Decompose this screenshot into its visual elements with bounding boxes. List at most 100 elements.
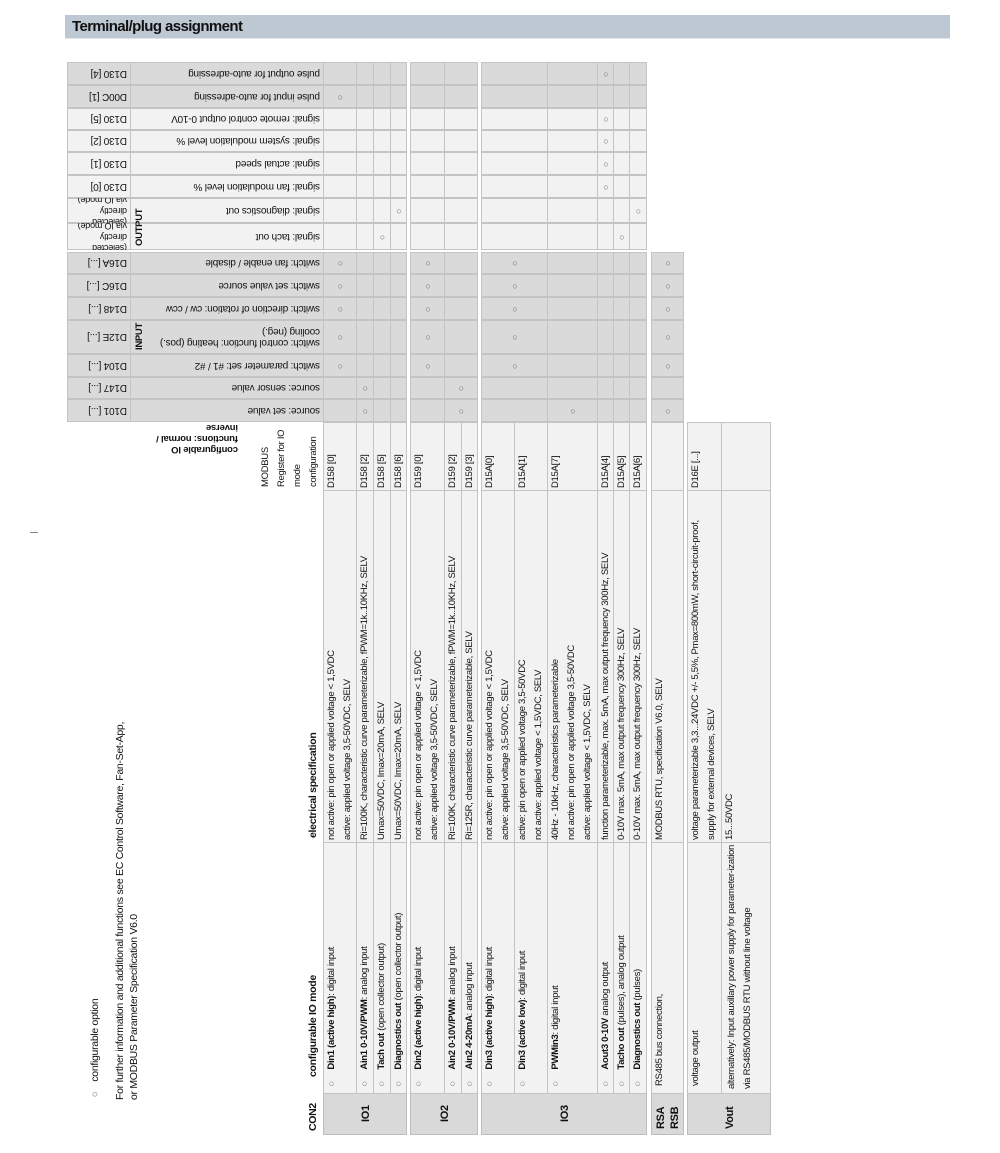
spec-cell	[687, 490, 722, 843]
row-register-text: D130 [4]	[90, 68, 127, 79]
register-value: D158 [0]	[323, 422, 357, 491]
mode-name: Ain1 0-10V/PWM	[359, 999, 370, 1070]
row-label-text: signal: actual speed	[235, 158, 320, 169]
mode-name: Tacho out	[616, 1027, 627, 1070]
option-circle-icon: ○	[603, 136, 609, 146]
option-cell	[629, 62, 647, 85]
option-cell	[373, 252, 391, 274]
spec-value: Umax=50VDC, Imax=20mA, SELV	[373, 490, 391, 843]
connector-label-text: CON2	[304, 1093, 324, 1135]
spec-header-text: electrical specification	[304, 490, 324, 842]
row-label: signal: remote control output 0-10V	[150, 108, 324, 130]
register-value-text: D158 [2]	[356, 422, 374, 491]
option-cell	[547, 130, 598, 152]
option-cell	[444, 130, 478, 152]
spec-value-line: not active: pin open or applied voltage …	[566, 645, 577, 840]
option-circle-icon: ○	[425, 280, 431, 291]
option-circle-icon: ○	[337, 280, 344, 291]
mode-name: Ain2 4-20mA	[464, 1015, 475, 1070]
mode-description: : analog input	[447, 946, 458, 1000]
row-register: (selected directly via IO mode)	[67, 223, 131, 250]
register-cell	[323, 422, 357, 491]
spec-value-line: not active: pin open or applied voltage …	[326, 650, 337, 840]
row-register-text: D00C [1]	[89, 91, 127, 102]
option-cell	[547, 377, 598, 399]
option-cell	[613, 377, 630, 399]
option-circle-icon: ○	[396, 205, 402, 216]
mode-name: Diagnostics out	[632, 1002, 643, 1070]
option-cell	[390, 399, 407, 422]
option-cell	[629, 198, 647, 223]
register-value-text: D159 [0]	[410, 422, 445, 491]
option-cell	[444, 274, 478, 297]
option-cell	[629, 377, 647, 399]
option-cell	[390, 252, 407, 274]
group-label: Vout	[687, 1093, 771, 1135]
group-label-text: RSA RSB	[653, 1093, 682, 1135]
spec-value: MODBUS RTU, specification V6.0, SELV	[651, 490, 684, 843]
group-label: IO2	[410, 1093, 478, 1135]
functions-header-line: inverse	[206, 422, 238, 433]
option-cell	[629, 85, 647, 108]
mode-name: PWMin3	[550, 1034, 561, 1070]
spec-cell	[410, 490, 445, 843]
row-register-text: D130 [0]	[90, 181, 127, 192]
mode-value: ○ Ain2 4-20mA: analog input	[461, 842, 478, 1094]
register-header-line: Register for IO	[276, 429, 287, 487]
register-value-line: D158 [5]	[376, 454, 387, 488]
mode-cell	[481, 842, 515, 1094]
row-label-text: pulse input for auto-adressing	[194, 91, 320, 102]
mode-value: ○ Tach out (open collector output)	[373, 842, 391, 1094]
option-circle-icon: ○	[616, 1078, 627, 1089]
register-cell	[514, 422, 548, 491]
mode-value-text: RS485 bus connection,	[651, 842, 684, 1094]
row-register: D101 [...]	[67, 399, 131, 422]
register-value: D158 [5]	[373, 422, 391, 491]
option-cell	[390, 198, 407, 223]
option-cell	[547, 175, 598, 198]
option-cell	[444, 354, 478, 377]
mode-name: Din2 (active high)	[413, 995, 424, 1070]
spec-value-line: 15...50VDC	[724, 793, 735, 840]
option-circle-icon: ○	[619, 231, 625, 242]
mode-description: RS485 bus connection,	[654, 994, 665, 1086]
functions-header: configurable IO functions: normal / invers…	[130, 421, 240, 455]
option-circle-icon: ○	[326, 1078, 337, 1089]
mode-value-text: ○ Ain2 4-20mA: analog input	[461, 842, 478, 1094]
legend-note-text: ○ configurable option	[86, 880, 104, 1102]
option-cell	[613, 152, 630, 175]
spec-value-line: function parameterizable, max. 5mA, max …	[600, 552, 611, 840]
spec-value-line: MODBUS RTU, specification V6.0, SELV	[654, 678, 665, 841]
row-label: signal: actual speed	[150, 152, 324, 175]
mode-description: : digital input	[550, 985, 561, 1035]
option-cell	[547, 198, 598, 223]
option-cell	[651, 377, 684, 399]
row-label-text: pulse output for auto-adressing	[188, 68, 320, 79]
option-circle-icon: ○	[600, 1078, 611, 1089]
register-value-line: D15A[7]	[550, 455, 561, 488]
output-section-label-text: OUTPUT	[130, 150, 150, 250]
group-label-text: IO2	[437, 1093, 452, 1135]
row-label-cell	[130, 198, 324, 223]
option-cell	[547, 152, 598, 175]
group-label-line: IO1	[359, 1105, 372, 1122]
option-cell	[481, 320, 548, 354]
group-label-line: RSA	[655, 1106, 667, 1129]
register-value-line: D159 [0]	[413, 454, 424, 488]
option-cell	[597, 399, 614, 422]
mode-value-text: ○ Diagnostics out (open collector output…	[390, 842, 407, 1094]
option-cell	[323, 320, 357, 354]
mode-cell	[390, 842, 407, 1094]
register-value-line: D158 [0]	[326, 454, 337, 488]
option-cell	[323, 198, 357, 223]
option-cell	[356, 152, 374, 175]
row-label-text: signal: remote control output 0-10V	[171, 113, 320, 125]
option-circle-icon: ○	[512, 303, 518, 314]
register-value-text: D15A[0]	[481, 422, 515, 491]
spec-value-line: Ri=125R, characteristic curve parameteri…	[464, 631, 475, 840]
option-circle-icon: ○	[603, 68, 609, 79]
register-value-text: D15A[1]	[514, 422, 548, 491]
output-section-label: OUTPUT	[130, 150, 150, 250]
option-cell	[597, 252, 614, 274]
mode-name: Din3 (active high)	[484, 995, 495, 1070]
